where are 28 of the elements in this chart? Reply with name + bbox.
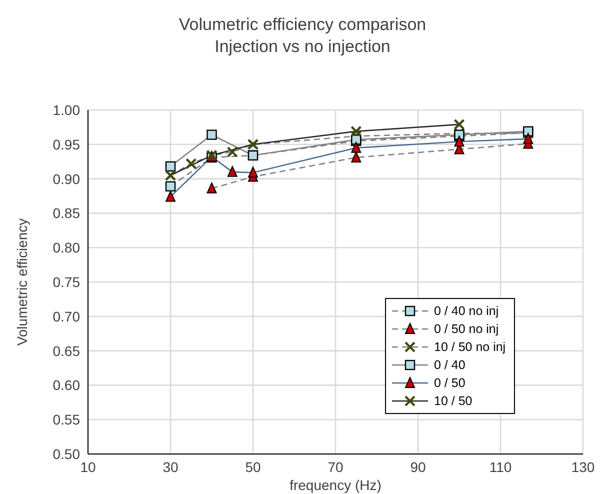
y-tick-label: 0.90 xyxy=(52,170,80,187)
legend-label: 0 / 40 no inj xyxy=(434,304,499,318)
legend-label: 0 / 50 no inj xyxy=(434,322,499,336)
x-tick-label: 130 xyxy=(571,458,595,475)
legend-label: 0 / 50 xyxy=(434,376,466,390)
y-axis-title: Volumetric efficiency xyxy=(14,218,30,346)
y-tick-label: 0.85 xyxy=(52,205,80,222)
legend-label: 10 / 50 no inj xyxy=(434,340,506,354)
y-tick-label: 0.55 xyxy=(52,412,80,428)
x-tick-label: 30 xyxy=(162,458,178,475)
x-tick-label: 90 xyxy=(410,458,426,475)
y-tick-label: 1.00 xyxy=(52,102,80,118)
legend-label: 10 / 50 xyxy=(434,394,472,408)
y-tick-label: 0.50 xyxy=(52,446,80,462)
legend-label: 0 / 40 xyxy=(434,358,466,372)
y-tick-label: 0.65 xyxy=(52,342,80,359)
x-axis-title: frequency (Hz) xyxy=(290,477,382,493)
y-tick-label: 0.80 xyxy=(52,240,80,256)
y-tick-label: 0.60 xyxy=(52,377,80,394)
chart-subtitle: Injection vs no injection xyxy=(214,36,392,58)
chart-title: Volumetric efficiency comparison xyxy=(178,14,428,36)
x-tick-label: 70 xyxy=(328,458,344,475)
x-tick-label: 110 xyxy=(489,458,512,475)
y-tick-label: 0.70 xyxy=(52,308,80,324)
y-tick-label: 0.75 xyxy=(52,274,80,290)
y-tick-label: 0.95 xyxy=(52,136,80,152)
x-tick-label: 10 xyxy=(80,458,96,475)
x-tick-label: 50 xyxy=(245,458,261,475)
